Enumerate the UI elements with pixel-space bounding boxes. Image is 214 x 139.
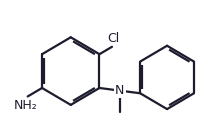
Text: Cl: Cl <box>107 32 119 45</box>
Text: NH₂: NH₂ <box>14 99 37 111</box>
Text: N: N <box>115 84 125 97</box>
